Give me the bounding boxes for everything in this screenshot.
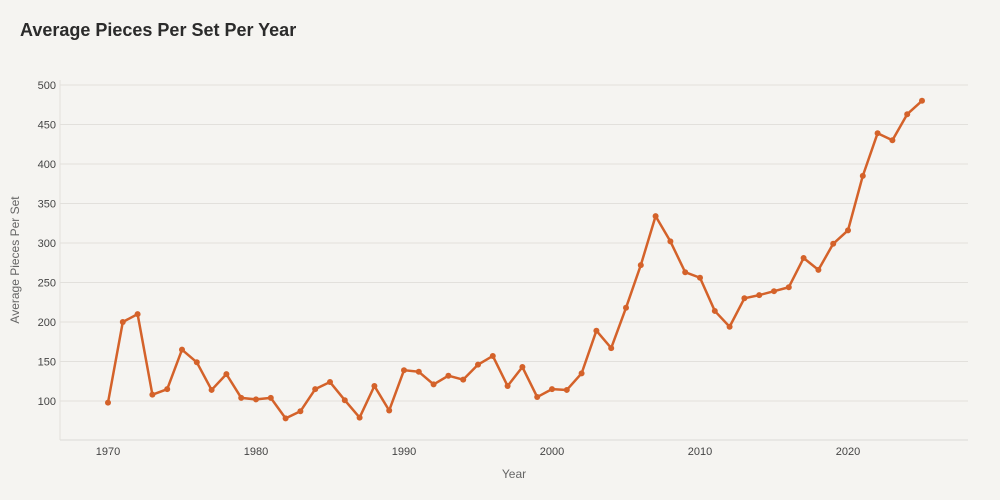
data-point [874, 130, 881, 137]
data-point [208, 386, 215, 393]
data-point [223, 371, 230, 378]
data-point [134, 311, 141, 318]
data-point [460, 376, 467, 383]
data-point [149, 391, 156, 398]
x-tick-label: 1980 [244, 446, 268, 458]
data-point [386, 407, 393, 414]
data-point [652, 213, 659, 220]
x-tick-label: 2020 [836, 446, 860, 458]
data-point [312, 386, 319, 393]
data-point [504, 382, 511, 389]
data-point [741, 295, 748, 302]
y-tick-label: 450 [38, 120, 56, 132]
data-point [593, 327, 600, 334]
series-line [106, 99, 923, 420]
y-tick-label: 300 [38, 238, 56, 250]
data-point [297, 408, 304, 415]
data-point [815, 266, 822, 273]
chart-title: Average Pieces Per Set Per Year [20, 20, 297, 40]
data-point [253, 396, 259, 403]
y-tick-label: 500 [38, 80, 56, 92]
data-point [179, 346, 185, 353]
data-point [519, 364, 526, 371]
data-point [489, 352, 496, 359]
data-point [889, 137, 896, 144]
y-tick-label: 150 [38, 357, 56, 369]
data-point [415, 368, 422, 375]
data-point [356, 414, 363, 421]
data-point [430, 381, 437, 388]
data-point [578, 370, 585, 377]
y-tick-label: 400 [38, 159, 56, 171]
y-tick-label: 200 [38, 317, 56, 329]
data-point [549, 386, 555, 393]
data-point [785, 284, 792, 291]
data-point [697, 274, 703, 281]
x-tick-label: 2010 [688, 446, 712, 458]
data-point [623, 304, 629, 311]
data-point [771, 288, 777, 295]
x-tick-label: 2000 [540, 446, 564, 458]
data-point [282, 415, 289, 422]
data-point [401, 367, 407, 374]
data-point [475, 361, 481, 368]
data-point [859, 172, 866, 179]
x-axis-label: Year [502, 467, 526, 481]
data-point [164, 386, 171, 393]
data-point [904, 111, 911, 118]
data-point [267, 394, 274, 401]
data-point [608, 345, 615, 352]
x-tick-label: 1990 [392, 446, 416, 458]
data-point [919, 97, 925, 104]
data-point [105, 399, 111, 406]
x-tick-label: 1970 [96, 446, 120, 458]
data-point [563, 386, 570, 393]
y-tick-label: 350 [38, 199, 56, 211]
data-point [445, 372, 452, 379]
data-point [341, 397, 348, 404]
data-point [327, 379, 333, 386]
data-point [667, 238, 674, 245]
data-point [756, 292, 763, 299]
data-point [830, 240, 837, 247]
data-point [682, 269, 689, 276]
data-point [845, 227, 851, 234]
data-point [726, 323, 733, 330]
data-point [371, 382, 378, 389]
data-point [119, 319, 126, 325]
y-tick-label: 100 [38, 396, 56, 408]
data-point [534, 394, 541, 401]
y-tick-label: 250 [38, 278, 56, 290]
data-point [193, 359, 200, 366]
data-point [238, 394, 245, 401]
y-axis-label: Average Pieces Per Set [8, 196, 22, 324]
data-point [711, 307, 718, 314]
data-point [800, 255, 807, 262]
data-point [637, 262, 644, 269]
